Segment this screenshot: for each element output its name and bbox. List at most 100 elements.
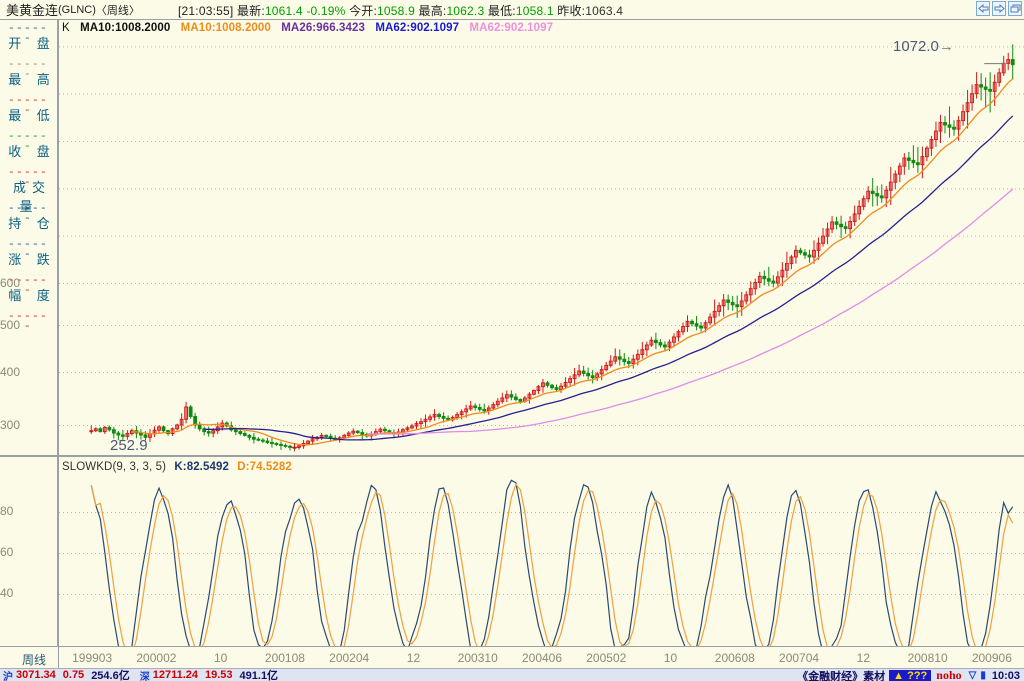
date-axis-divider xyxy=(58,647,59,669)
date-tick: 200906 xyxy=(971,651,1012,665)
price-chart-panel[interactable] xyxy=(58,20,1024,455)
date-tick: 10 xyxy=(663,651,678,665)
change-percent: -0.19% xyxy=(306,4,346,18)
date-tick: 200002 xyxy=(136,651,177,665)
sh-volume-value: 254.6亿 xyxy=(91,670,130,681)
high-annotation-text: 1072.0 xyxy=(893,38,939,55)
slowkd-name: SLOWKD(9, 3, 3, 5) xyxy=(62,461,167,473)
date-tick: 200704 xyxy=(779,651,820,665)
sz-change-value: 19.53 xyxy=(205,669,233,681)
info-dash-low: ------ xyxy=(8,95,49,117)
latest-label: 最新: xyxy=(236,4,265,18)
date-tick: 200502 xyxy=(586,651,627,665)
news-ticker[interactable]: 《金融财经》素材 xyxy=(797,670,886,681)
window-buttons xyxy=(976,1,1022,16)
high-annotation: 1072.0→ xyxy=(893,38,954,55)
sz-market-icon: 深 xyxy=(139,671,150,681)
quote-time: [21:03:55] xyxy=(178,4,234,18)
latest-value: 1061.4 xyxy=(264,4,303,18)
forward-arrow-icon[interactable] xyxy=(992,1,1006,16)
info-label-low: 最 低 xyxy=(8,108,56,123)
date-axis: 周线 199903 200002 10 200108 200204 12 200310 200… xyxy=(0,646,1024,669)
vendor-logo: noho xyxy=(936,668,962,681)
sh-market-icon: 沪 xyxy=(3,671,13,681)
sh-change-value: 0.75 xyxy=(62,669,85,681)
info-dash-change: ------ xyxy=(8,239,49,261)
info-row-low: ------ 最 低 xyxy=(0,96,57,132)
ma-legend: K MA10:1008.2000 MA10:1008.2000 MA26:966… xyxy=(62,22,560,34)
info-label-close: 收 盘 xyxy=(8,144,56,159)
quote-info-panel: ------ 开 盘 ------ 最 高 ------ 最 低 ------ … xyxy=(0,20,58,455)
restore-window-icon[interactable] xyxy=(1008,1,1022,16)
date-tick: 12 xyxy=(856,651,871,665)
info-row-extra: ------ xyxy=(0,312,57,348)
title-bar: 美黄金连 (GLNC) 〈周线〉 [21:03:55] 最新:1061.4 -0… xyxy=(0,0,1024,20)
info-row-openinterest: ------ 持 仓 xyxy=(0,204,57,240)
date-tick: 200310 xyxy=(457,651,498,665)
date-tick: 200810 xyxy=(907,651,948,665)
open-label: 今开: xyxy=(349,4,378,18)
info-label-openinterest: 持 仓 xyxy=(8,216,56,231)
quote-summary: [21:03:55] 最新:1061.4 -0.19% 今开:1058.9 最高… xyxy=(178,2,623,19)
info-dash-openinterest: ------ xyxy=(8,203,49,225)
info-dash-open: ------ xyxy=(8,23,49,45)
signal-icon: ▽ xyxy=(968,670,977,681)
info-dash-high: ------ xyxy=(8,59,49,81)
info-dash-amplitude: ------ xyxy=(8,275,49,297)
high-annotation-arrow: → xyxy=(938,38,954,55)
info-row-high: ------ 最 高 xyxy=(0,60,57,96)
bars-icon: ▮ xyxy=(980,670,986,681)
info-dash-close: ------ xyxy=(8,131,49,153)
slowkd-chart-panel[interactable] xyxy=(58,456,1024,647)
low-annotation: 252.9 xyxy=(110,437,148,454)
date-tick: 199903 xyxy=(72,651,113,665)
date-tick: 200108 xyxy=(264,651,305,665)
news-highlight[interactable]: ▲ ??? xyxy=(889,669,932,681)
status-bar: 沪 3071.34 0.75 254.6亿 深 12711.24 19.53 4… xyxy=(0,668,1024,681)
clock: 10:03 xyxy=(991,669,1020,681)
info-row-change: ------ 涨 跌 xyxy=(0,240,57,276)
ma-legend-item-4: MA62:902.1097 xyxy=(469,22,554,34)
low-annotation-text: 252.9 xyxy=(110,437,148,454)
info-label-high: 最 高 xyxy=(8,72,56,87)
info-dash-volume: ------ xyxy=(8,167,49,189)
prevclose-value: 1063.4 xyxy=(585,4,624,18)
chart-period: 〈周线〉 xyxy=(95,4,140,17)
date-tick: 10 xyxy=(213,651,228,665)
candlestick-chart xyxy=(59,44,1024,452)
kd-left-box xyxy=(0,456,58,646)
slowkd-k-value: K:82.5492 xyxy=(174,461,229,473)
date-tick: 12 xyxy=(406,651,421,665)
sh-index-value: 3071.34 xyxy=(16,669,56,681)
slowkd-legend: SLOWKD(9, 3, 3, 5) K:82.5492 D:74.5282 xyxy=(62,461,297,473)
low-label: 最低: xyxy=(487,4,516,18)
ma-legend-item-0: MA10:1008.2000 xyxy=(80,22,171,34)
ma-legend-item-1: MA10:1008.2000 xyxy=(180,22,271,34)
info-row-amplitude: ------ 幅 度 xyxy=(0,276,57,312)
status-bar-right: 《金融财经》素材 ▲ ??? noho ▽ ▮ 10:03 xyxy=(797,669,1024,681)
info-label-open: 开 盘 xyxy=(8,36,56,51)
sz-index-value: 12711.24 xyxy=(152,669,198,681)
date-tick: 200406 xyxy=(521,651,563,665)
ma-legend-item-2: MA26:966.3423 xyxy=(281,22,366,34)
prevclose-label: 昨收: xyxy=(557,4,586,18)
ma-legend-item-3: MA62:902.1097 xyxy=(375,22,460,34)
info-row-volume: ------ 成交量 xyxy=(0,167,57,215)
date-tick: 200608 xyxy=(714,651,755,665)
date-axis-period-label: 周线 xyxy=(22,653,47,667)
open-value: 1058.9 xyxy=(377,4,415,18)
info-label-volume: 成交量 xyxy=(12,180,51,214)
info-label-amplitude: 幅 度 xyxy=(8,288,56,303)
ma-legend-k: K xyxy=(62,22,70,34)
slowkd-chart xyxy=(59,479,1024,647)
low-value: 1058.1 xyxy=(515,4,554,18)
back-arrow-icon[interactable] xyxy=(976,1,990,16)
date-tick: 200204 xyxy=(329,651,370,665)
info-row-open: ------ 开 盘 xyxy=(0,24,57,60)
info-label-change: 涨 跌 xyxy=(8,252,56,267)
instrument-name: 美黄金连 xyxy=(6,3,59,18)
high-value: 1062.3 xyxy=(446,4,485,18)
instrument-code: (GLNC) xyxy=(58,3,96,16)
info-row-close: ------ 收 盘 xyxy=(0,132,57,168)
